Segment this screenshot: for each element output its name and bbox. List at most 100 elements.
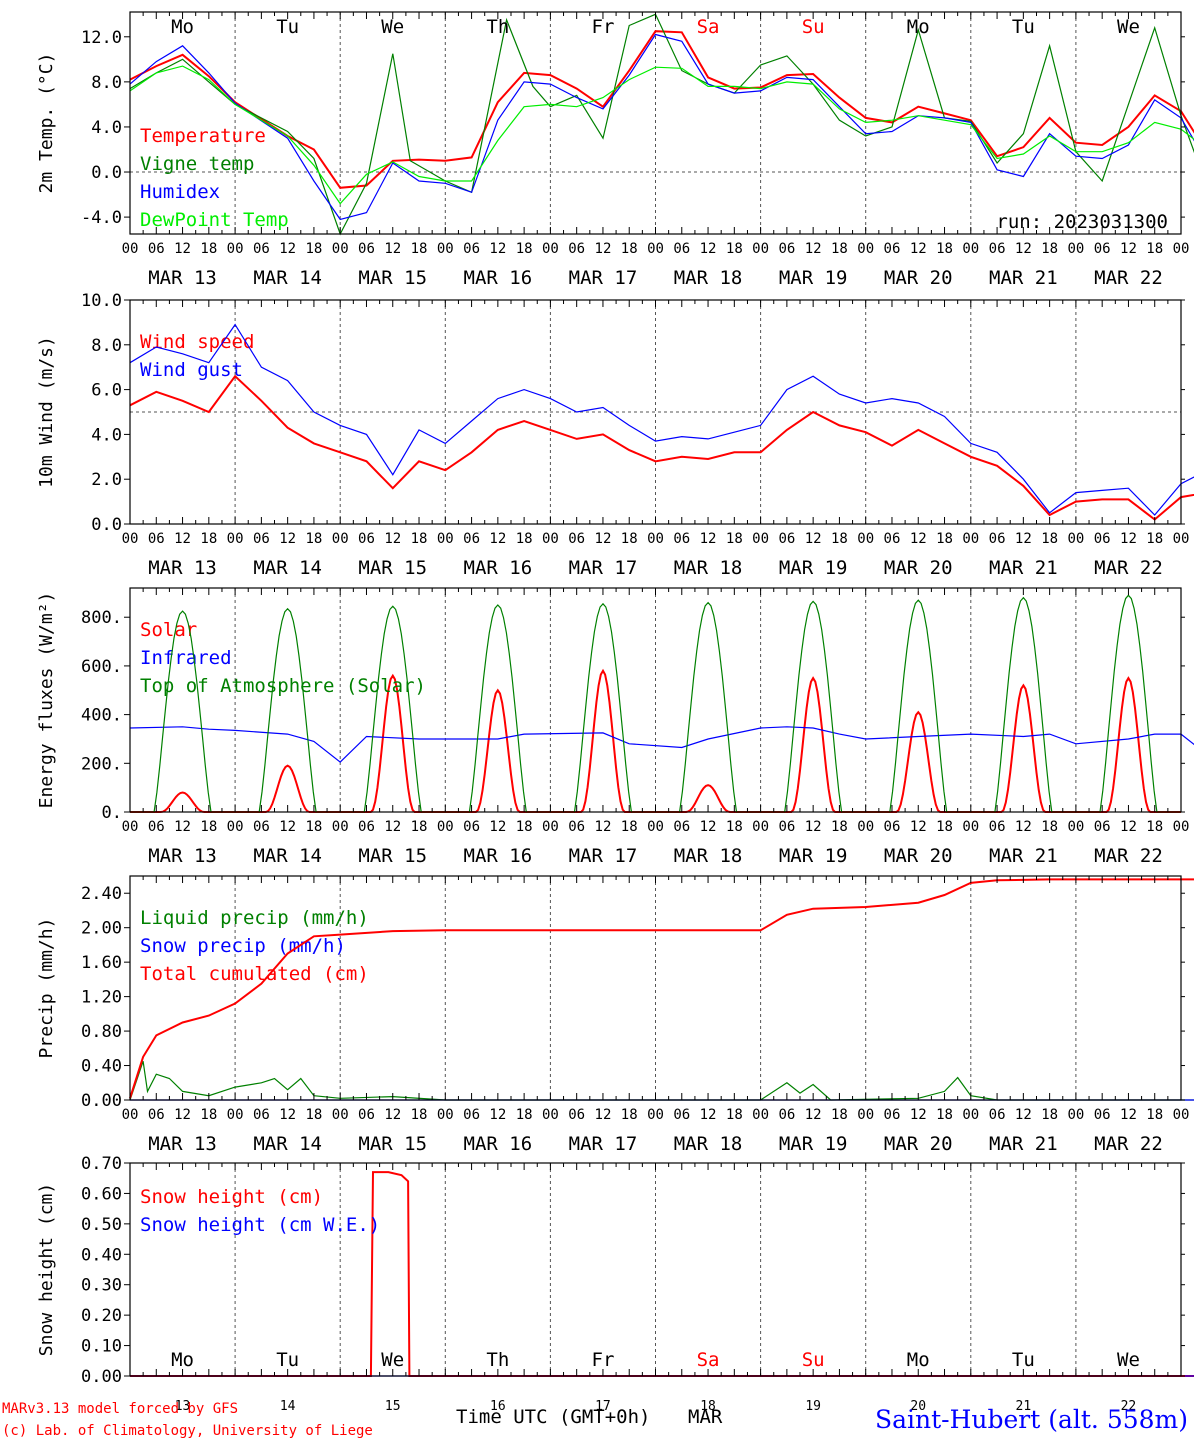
x-date-label: MAR 22 [1094,1133,1163,1155]
x-hour-label: 12 [1120,1107,1137,1123]
x-hour-label: 18 [726,819,743,835]
x-hour-label: 18 [200,819,217,835]
x-hour-label: 18 [621,819,638,835]
x-date-label: MAR 14 [253,267,322,289]
x-date-label: MAR 18 [674,1133,743,1155]
x-hour-label: 18 [831,531,848,547]
y-tick-label: 0.40 [81,1245,122,1265]
x-date-label: MAR 18 [674,267,743,289]
y-tick-label: 0.40 [81,1057,122,1077]
weekday-label: Tu [1012,16,1035,38]
weekday-label: Su [802,1349,825,1371]
x-hour-label: 00 [542,241,559,257]
x-hour-label: 06 [989,819,1006,835]
x-hour-label: 06 [989,1107,1006,1123]
x-hour-label: 00 [857,241,874,257]
x-hour-label: 18 [726,241,743,257]
x-date-label: MAR 16 [464,557,533,579]
x-date-label: MAR 15 [358,845,427,867]
x-hour-label: 12 [910,531,927,547]
x-date-label: MAR 18 [674,845,743,867]
weekday-label: Tu [276,16,299,38]
x-hour-label: 18 [621,531,638,547]
x-hour-label: 12 [1015,531,1032,547]
y-tick-label: 0.0 [91,163,122,183]
credit-line-2: (c) Lab. of Climatology, University of L… [2,1423,373,1439]
x-hour-label: 12 [279,1107,296,1123]
x-hour-label: 06 [148,1107,165,1123]
x-hour-label: 06 [568,1107,585,1123]
x-date-label: MAR 22 [1094,267,1163,289]
legend-precip-1: Snow precip (mm/h) [140,935,346,957]
x-date-label: MAR 19 [779,1133,848,1155]
x-hour-label: 00 [542,819,559,835]
x-hour-label: 06 [463,819,480,835]
x-hour-label: 00 [122,241,139,257]
x-hour-label: 06 [358,241,375,257]
weekday-label: Sa [697,1349,720,1371]
x-hour-label: 18 [200,1107,217,1123]
y-tick-label: 10.0 [81,291,122,311]
x-hour-label: 18 [621,241,638,257]
y-axis-label: 10m Wind (m/s) [36,336,57,488]
y-tick-label: 0.0 [91,515,122,535]
x-hour-label: 18 [831,819,848,835]
x-hour-label: 00 [1173,531,1190,547]
x-hour-label: 18 [1146,1107,1163,1123]
x-hour-label: 18 [936,1107,953,1123]
x-hour-label: 06 [673,819,690,835]
x-hour-label: 06 [778,531,795,547]
x-date-label: MAR 14 [253,557,322,579]
x-hour-label: 00 [227,241,244,257]
x-hour-label: 00 [542,1107,559,1123]
x-hour-label: 18 [411,1107,428,1123]
x-hour-label: 18 [516,1107,533,1123]
x-date-label: MAR 13 [148,845,217,867]
x-month-label: MAR [688,1406,723,1428]
x-hour-label: 06 [1094,819,1111,835]
y-tick-label: 2.00 [81,919,122,939]
x-date-label: MAR 22 [1094,845,1163,867]
y-tick-label: 8.0 [91,73,122,93]
x-hour-label: 06 [568,531,585,547]
x-hour-label: 00 [857,1107,874,1123]
x-hour-label: 06 [148,241,165,257]
y-tick-label: 0.70 [81,1154,122,1174]
x-hour-label: 12 [1120,819,1137,835]
x-date-label: MAR 16 [464,267,533,289]
x-hour-label: 18 [305,241,322,257]
x-hour-label: 06 [253,819,270,835]
x-hour-label: 18 [726,1107,743,1123]
x-day-number: 14 [280,1399,296,1414]
x-hour-label: 18 [411,531,428,547]
x-date-label: MAR 19 [779,267,848,289]
x-hour-label: 12 [595,819,612,835]
x-hour-label: 18 [1041,819,1058,835]
x-hour-label: 12 [700,1107,717,1123]
x-hour-label: 12 [1015,819,1032,835]
x-day-number: 13 [175,1399,191,1414]
y-tick-label: -4.0 [81,208,122,228]
x-hour-label: 00 [332,531,349,547]
x-hour-label: 18 [411,819,428,835]
x-hour-label: 18 [305,531,322,547]
x-hour-label: 18 [305,1107,322,1123]
x-hour-label: 00 [1067,1107,1084,1123]
x-hour-label: 00 [122,819,139,835]
x-date-label: MAR 17 [569,845,638,867]
x-day-number: 19 [805,1399,821,1414]
legend-precip-2: Total cumulated (cm) [140,963,369,985]
x-hour-label: 12 [174,819,191,835]
legend-snow-0: Snow height (cm) [140,1186,323,1208]
y-tick-label: 0.50 [81,1215,122,1235]
x-date-label: MAR 14 [253,845,322,867]
x-hour-label: 12 [174,1107,191,1123]
x-date-label: MAR 22 [1094,557,1163,579]
x-hour-label: 18 [1041,1107,1058,1123]
weekday-label: We [381,1349,404,1371]
legend-snow-1: Snow height (cm W.E.) [140,1214,380,1236]
weekday-label: Mo [907,16,930,38]
x-hour-label: 06 [463,531,480,547]
x-hour-label: 18 [936,819,953,835]
